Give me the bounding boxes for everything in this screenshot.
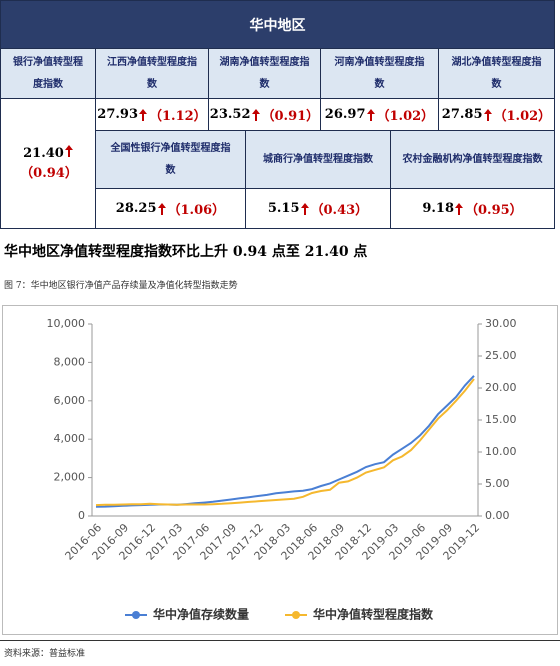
up-arrow [251, 108, 260, 121]
overall-value: 21.40 [23, 145, 64, 161]
legend-marker [132, 611, 140, 619]
up-arrow [483, 108, 492, 121]
header-cell: 农村金融机构净值转型程度指数 [390, 130, 555, 189]
source: 资料来源：普益标准 [4, 649, 86, 659]
overall-label: 银行净值转型程度指数 [0, 48, 96, 99]
value-cell: 23.52 （0.91） [208, 98, 321, 131]
overall-value-row: 21.40 [23, 144, 73, 164]
arrow-shape [251, 108, 260, 121]
value-cell: 9.18 （0.95） [390, 188, 555, 229]
header-cell: 全国性银行净值转型程度指数 [95, 130, 246, 189]
up-arrow [139, 108, 148, 121]
value-cell: 26.97 （1.02） [320, 98, 439, 131]
header-cell: 湖北净值转型程度指数 [438, 48, 555, 99]
value: 26.97 [324, 107, 366, 122]
value: 9.18 [422, 201, 454, 216]
chart-border [2, 305, 558, 635]
y-tick-label: 2,000 [54, 471, 86, 484]
y2-tick-label: 10.00 [485, 445, 517, 458]
up-arrow [64, 144, 73, 157]
arrow-shape [300, 202, 309, 215]
value: 27.85 [441, 107, 483, 122]
y-tick-label: 8,000 [54, 355, 86, 368]
change: （1.12） [149, 109, 207, 124]
header-cell: 江西净值转型程度指数 [95, 48, 209, 99]
series-line [95, 375, 475, 508]
arrow-shape [455, 202, 463, 215]
value: 23.52 [209, 107, 251, 122]
header-cell: 城商行净值转型程度指数 [245, 130, 391, 189]
value-cell: 5.15 （0.43） [245, 188, 391, 229]
up-arrow [300, 202, 309, 215]
arrow-shape [483, 108, 492, 121]
change: （1.06） [167, 203, 226, 218]
overall-change: （0.94） [20, 165, 78, 181]
change: （1.02） [493, 109, 552, 124]
y2-tick-label: 0.00 [485, 509, 510, 522]
header-cell: 湖南净值转型程度指数 [208, 48, 321, 99]
arrow-shape [366, 108, 375, 121]
figure-caption: 图 7：华中地区银行净值产品存续量及净值化转型指数走势 [4, 281, 238, 291]
value-cell: 27.85 （1.02） [438, 98, 555, 131]
value-cell: 27.93 （1.12） [95, 98, 209, 131]
legend-label: 华中净值存续数量 [153, 607, 249, 622]
y2-tick-label: 15.00 [485, 413, 517, 426]
legend-label: 华中净值转型程度指数 [313, 607, 434, 622]
value-cell: 28.25 （1.06） [95, 188, 246, 229]
series-line [95, 378, 475, 507]
change: （0.43） [310, 203, 369, 218]
y2-tick-label: 30.00 [485, 317, 517, 330]
up-arrow [366, 108, 375, 121]
y2-tick-label: 5.00 [485, 477, 510, 490]
chart: 0 2,000 4,000 6,000 8,000 10,000 0.00 5.00 10.00… [2, 305, 558, 635]
arrow-shape [157, 202, 166, 215]
y-tick-label: 6,000 [54, 394, 86, 407]
y-tick-label: 0 [78, 509, 85, 522]
rule [0, 640, 560, 641]
value: 27.93 [97, 107, 139, 122]
overall-cell: 21.40 （0.94） [0, 98, 96, 229]
y2-tick-label: 20.00 [485, 381, 517, 394]
y-tick-label: 10,000 [47, 317, 86, 330]
up-arrow [157, 202, 166, 215]
change: （0.95） [465, 203, 523, 218]
arrow-shape [139, 108, 148, 121]
y2-tick-label: 25.00 [485, 349, 517, 362]
table-title: 华中地区 [0, 0, 555, 49]
legend-marker [292, 611, 300, 619]
heading: 华中地区净值转型程度指数环比上升 0.94 点至 21.40 点 [4, 244, 368, 260]
change: （0.91） [261, 109, 320, 124]
value: 5.15 [267, 201, 300, 216]
y-tick-label: 4,000 [54, 432, 86, 445]
header-cell: 河南净值转型程度指数 [320, 48, 439, 99]
change: （1.02） [376, 109, 435, 124]
value: 28.25 [115, 201, 157, 216]
up-arrow [455, 202, 463, 215]
